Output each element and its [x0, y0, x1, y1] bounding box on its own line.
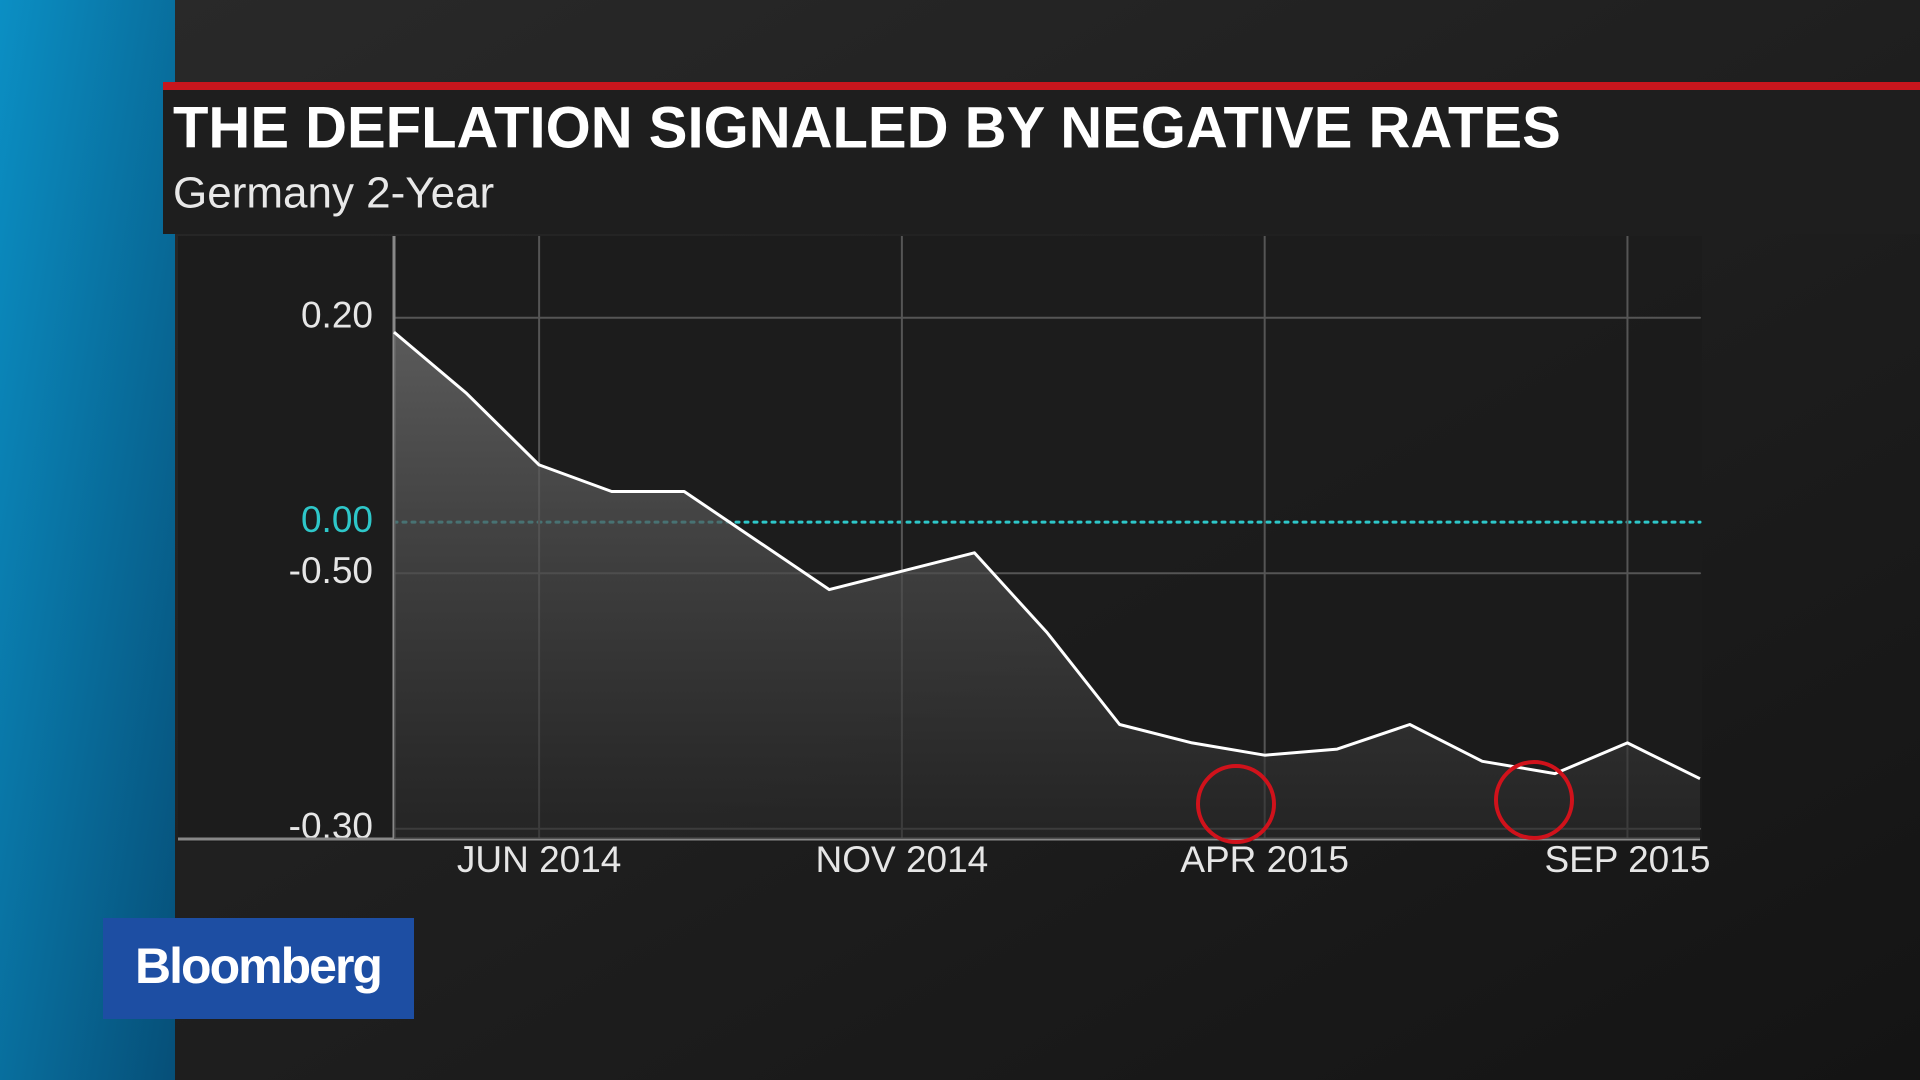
- x-tick-label: APR 2015: [1180, 839, 1349, 880]
- logo-box: [103, 918, 414, 1019]
- title-bar: [163, 82, 1920, 234]
- x-tick-label: NOV 2014: [815, 839, 988, 880]
- highlight-circle: [1494, 760, 1574, 840]
- line: [393, 330, 1701, 781]
- x-tick-label: SEP 2015: [1544, 839, 1710, 880]
- y-tick-label: 0.00: [301, 499, 373, 540]
- highlight-circle: [1196, 764, 1276, 844]
- x-tick-label: JUN 2014: [457, 839, 622, 880]
- side-stripe: [0, 0, 175, 1080]
- y-tick-label: -0.50: [289, 550, 373, 591]
- chart-title: THE DEFLATION SIGNALED BY NEGATIVE RATES: [173, 95, 1561, 160]
- chart-subtitle: Germany 2-Year: [173, 169, 494, 218]
- title-rule: [163, 82, 1920, 90]
- area: [394, 332, 1700, 839]
- y-tick-label: 0.20: [301, 295, 373, 336]
- logo: Bloomberg: [135, 938, 381, 994]
